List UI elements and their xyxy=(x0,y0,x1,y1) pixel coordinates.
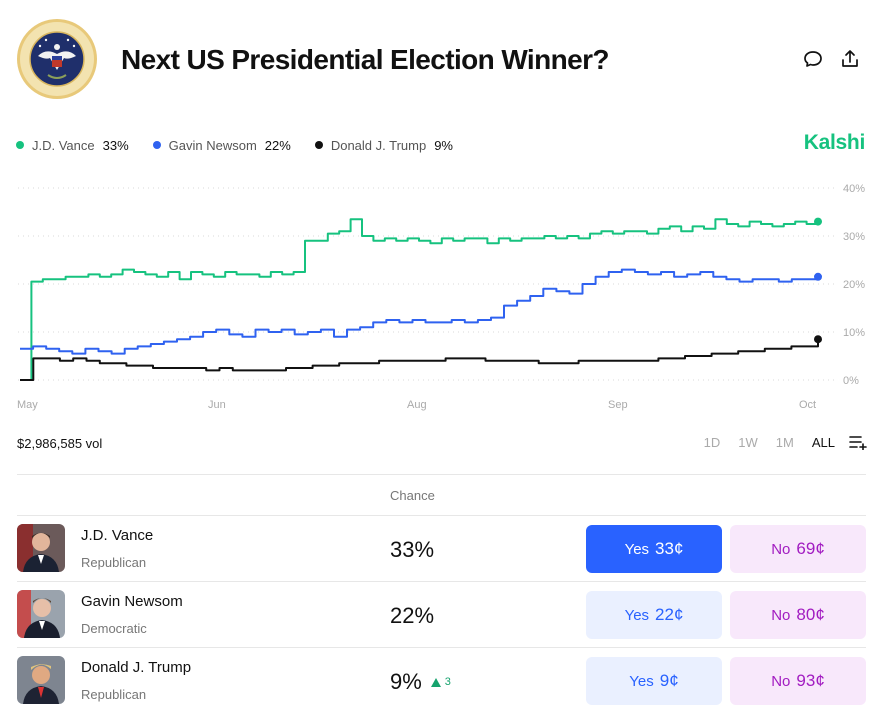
candidate-chance: 22% xyxy=(390,603,434,629)
divider xyxy=(17,647,866,648)
legend-value: 9% xyxy=(434,137,453,153)
candidate-party: Republican xyxy=(81,555,147,570)
legend-dot xyxy=(152,141,161,149)
table-row[interactable]: J.D. Vance Republican 33% Yes 33¢ No 69¢ xyxy=(17,515,866,579)
table-row[interactable]: Donald J. Trump Republican 9% 3 Yes 9¢ No… xyxy=(17,647,866,708)
volume-label: $2,986,585 vol xyxy=(17,436,103,451)
candidate-chance: 33% xyxy=(390,537,434,563)
yes-label: Yes xyxy=(624,606,650,624)
y-tick-label: 20% xyxy=(843,279,865,291)
candidate-name: Gavin Newsom xyxy=(81,593,183,610)
divider xyxy=(17,515,866,516)
series-line-0 xyxy=(20,218,819,381)
buy-yes-button[interactable]: Yes 33¢ xyxy=(586,525,722,573)
chart-grid xyxy=(18,187,838,381)
yes-label: Yes xyxy=(629,672,654,690)
kalshi-logo: Kalshi xyxy=(803,131,866,154)
no-label: No xyxy=(771,672,791,690)
time-range-selector: 1D 1W 1M ALL xyxy=(686,434,867,450)
no-price: 69¢ xyxy=(796,539,825,558)
chart-series xyxy=(20,217,822,381)
no-label: No xyxy=(771,540,791,558)
legend-item-newsom: Gavin Newsom 22% xyxy=(152,137,291,153)
divider xyxy=(17,474,866,475)
x-tick-label: Aug xyxy=(407,399,427,411)
series-line-2 xyxy=(20,339,819,381)
chance-change-badge: 3 xyxy=(430,676,451,688)
series-endpoint-2 xyxy=(814,335,822,344)
no-price: 93¢ xyxy=(796,671,825,690)
avatar xyxy=(17,524,65,572)
chance-value: 9% xyxy=(390,669,422,694)
y-tick-label: 0% xyxy=(843,375,859,387)
candidate-name: J.D. Vance xyxy=(81,527,154,544)
x-tick-label: Jun xyxy=(208,399,226,411)
divider xyxy=(17,581,866,582)
chance-change-value: 3 xyxy=(444,676,451,688)
market-header: Next US Presidential Election Winner? xyxy=(16,18,866,102)
chart-legend: J.D. Vance 33% Gavin Newsom 22% Donald J… xyxy=(16,136,477,154)
candidate-party: Democratic xyxy=(81,621,147,636)
legend-value: 33% xyxy=(102,137,129,153)
buy-yes-button[interactable]: Yes 9¢ xyxy=(586,657,722,705)
avatar xyxy=(17,590,65,638)
presidential-seal-icon xyxy=(16,18,98,100)
x-axis: May Jun Aug Sep Oct xyxy=(17,399,816,411)
legend-dot xyxy=(16,141,24,149)
series-line-1 xyxy=(20,268,819,355)
y-tick-label: 10% xyxy=(843,327,865,339)
chance-column-header: Chance xyxy=(390,488,435,503)
share-icon[interactable] xyxy=(839,48,861,70)
buy-no-button[interactable]: No 93¢ xyxy=(730,657,866,705)
no-label: No xyxy=(771,606,791,624)
page-title: Next US Presidential Election Winner? xyxy=(121,44,609,75)
no-price: 80¢ xyxy=(796,605,825,624)
y-tick-label: 40% xyxy=(843,183,865,195)
legend-dot xyxy=(314,141,323,149)
chance-value: 33% xyxy=(390,537,435,562)
legend-item-vance: J.D. Vance 33% xyxy=(16,138,129,153)
range-1m-button[interactable]: 1M xyxy=(775,434,794,450)
yes-price: 9¢ xyxy=(659,671,679,690)
comment-icon[interactable] xyxy=(802,48,824,70)
price-chart[interactable]: 40% 30% 20% 10% 0% May Jun Aug Sep Oct xyxy=(0,176,877,416)
add-filter-icon[interactable] xyxy=(849,434,867,450)
legend-name: Donald J. Trump xyxy=(330,137,427,153)
legend-item-trump: Donald J. Trump 9% xyxy=(314,137,453,153)
avatar xyxy=(17,656,65,704)
legend-name: J.D. Vance xyxy=(32,137,95,153)
legend-value: 22% xyxy=(264,137,291,153)
series-endpoint-0 xyxy=(814,217,822,226)
buy-no-button[interactable]: No 69¢ xyxy=(730,525,866,573)
candidate-party: Republican xyxy=(81,687,147,702)
trend-up-icon xyxy=(430,677,441,687)
x-tick-label: May xyxy=(17,399,38,411)
legend-name: Gavin Newsom xyxy=(168,137,257,153)
y-tick-label: 30% xyxy=(843,231,865,243)
chance-value: 22% xyxy=(390,603,435,628)
buy-yes-button[interactable]: Yes 22¢ xyxy=(586,591,722,639)
range-1d-button[interactable]: 1D xyxy=(703,434,721,450)
buy-no-button[interactable]: No 80¢ xyxy=(730,591,866,639)
candidate-name: Donald J. Trump xyxy=(81,659,192,676)
yes-price: 22¢ xyxy=(655,605,684,624)
range-all-button[interactable]: ALL xyxy=(811,434,835,450)
yes-price: 33¢ xyxy=(655,539,684,558)
table-row[interactable]: Gavin Newsom Democratic 22% Yes 22¢ No 80¢ xyxy=(17,581,866,645)
series-endpoint-1 xyxy=(814,272,822,281)
yes-label: Yes xyxy=(624,540,650,558)
y-axis: 40% 30% 20% 10% 0% xyxy=(843,183,865,387)
range-1w-button[interactable]: 1W xyxy=(738,434,758,450)
candidate-chance: 9% 3 xyxy=(390,669,451,695)
x-tick-label: Sep xyxy=(608,399,628,411)
x-tick-label: Oct xyxy=(799,399,816,411)
